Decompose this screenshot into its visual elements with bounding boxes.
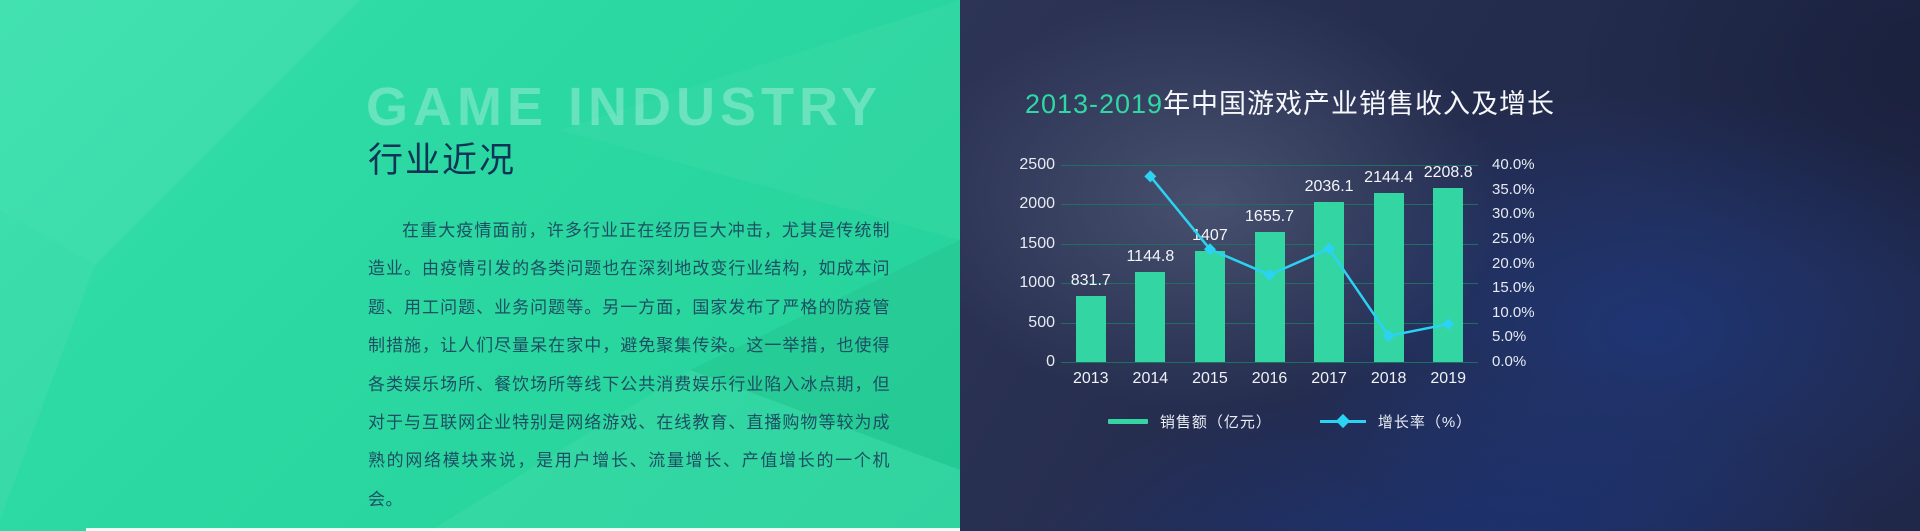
y-axis-tick-right: 35.0% [1492, 180, 1535, 198]
page-title: 行业近况 [368, 141, 517, 180]
y-axis-tick-right: 40.0% [1492, 156, 1535, 173]
diamond-marker [1382, 329, 1395, 342]
y-axis-tick-left: 2500 [1019, 156, 1055, 173]
y-axis-tick-right: 30.0% [1492, 205, 1535, 223]
legend-item-sales: 销售额（亿元） [1107, 411, 1272, 432]
bar-value-label: 2208.8 [1423, 163, 1473, 181]
slide-edge-highlight [86, 528, 960, 531]
x-axis-tick: 2013 [1072, 370, 1109, 387]
x-axis-tick: 2015 [1192, 370, 1228, 387]
diamond-marker [1203, 243, 1216, 256]
y-axis-tick-left: 0 [1046, 353, 1055, 370]
gridline [1061, 204, 1478, 206]
bar-2016 [1254, 231, 1285, 362]
legend-label: 销售额（亿元） [1159, 413, 1272, 431]
left-section: GAME INDUSTRY 行业近况 在重大疫情面前，许多行业正在经历巨大冲击，… [0, 0, 960, 531]
y-axis-tick-right: 0.0% [1492, 353, 1527, 370]
x-axis-tick: 2017 [1311, 370, 1347, 387]
y-axis-tick-left: 500 [1028, 313, 1055, 331]
gridline [1061, 362, 1478, 363]
chart-title: 2013-2019年中国游戏产业销售收入及增长 [1000, 82, 1580, 121]
y-axis-tick-right: 20.0% [1492, 254, 1535, 272]
diamond-marker [1263, 268, 1276, 281]
bar-value-label: 1655.7 [1245, 207, 1294, 225]
diamond-marker [1144, 170, 1157, 183]
legend-item-growth: 增长率（%） [1319, 411, 1473, 432]
x-axis-tick: 2016 [1251, 370, 1288, 387]
chart-title-rest: 年中国游戏产业销售收入及增长 [1163, 89, 1556, 119]
bar-value-label: 831.7 [1070, 272, 1111, 290]
x-axis-tick: 2018 [1370, 370, 1407, 387]
bar-2013 [1075, 296, 1106, 362]
bar-2015 [1194, 251, 1225, 362]
bar-swatch-icon [1107, 418, 1148, 424]
growth-line [1144, 170, 1455, 342]
bar-value-label: 2036.1 [1304, 177, 1354, 195]
bar-2014 [1135, 271, 1166, 362]
y-axis-tick-right: 15.0% [1492, 279, 1535, 297]
diamond-marker [1442, 318, 1455, 331]
bar-2019 [1433, 187, 1464, 362]
line-swatch-icon [1319, 419, 1366, 423]
x-axis-tick: 2019 [1430, 370, 1466, 387]
y-axis-tick-right: 10.0% [1492, 303, 1535, 321]
right-section: 2013-2019年中国游戏产业销售收入及增长 0 500 1000 1500 2000… [960, 0, 1920, 531]
legend-label: 增长率（%） [1377, 413, 1473, 431]
y-axis-tick-left: 1500 [1019, 234, 1055, 252]
bar-2017 [1314, 201, 1345, 362]
x-axis-tick: 2014 [1132, 370, 1169, 387]
diamond-marker [1323, 242, 1336, 255]
y-axis-tick-left: 2000 [1019, 195, 1055, 213]
combo-chart: 0 500 1000 1500 2000 2500 0.0% 5.0% 10.0% 15.0% 20… [960, 0, 1920, 531]
y-axis-tick-right: 25.0% [1492, 229, 1535, 247]
bar-value-label: 2144.4 [1364, 169, 1414, 187]
watermark-text: GAME INDUSTRY [366, 77, 883, 137]
chart-legend: 销售额（亿元） 增长率（%） [1000, 408, 1580, 434]
y-axis-tick-left: 1000 [1019, 274, 1055, 292]
bar-value-label: 1144.8 [1126, 247, 1175, 265]
y-axis-tick-right: 5.0% [1492, 328, 1527, 346]
chart-title-years: 2013-2019 [1024, 89, 1164, 119]
gridline [1061, 165, 1478, 166]
article-paragraph: 在重大疫情面前，许多行业正在经历巨大冲击，尤其是传统制造业。由疫情引发的各类问题… [368, 221, 890, 509]
